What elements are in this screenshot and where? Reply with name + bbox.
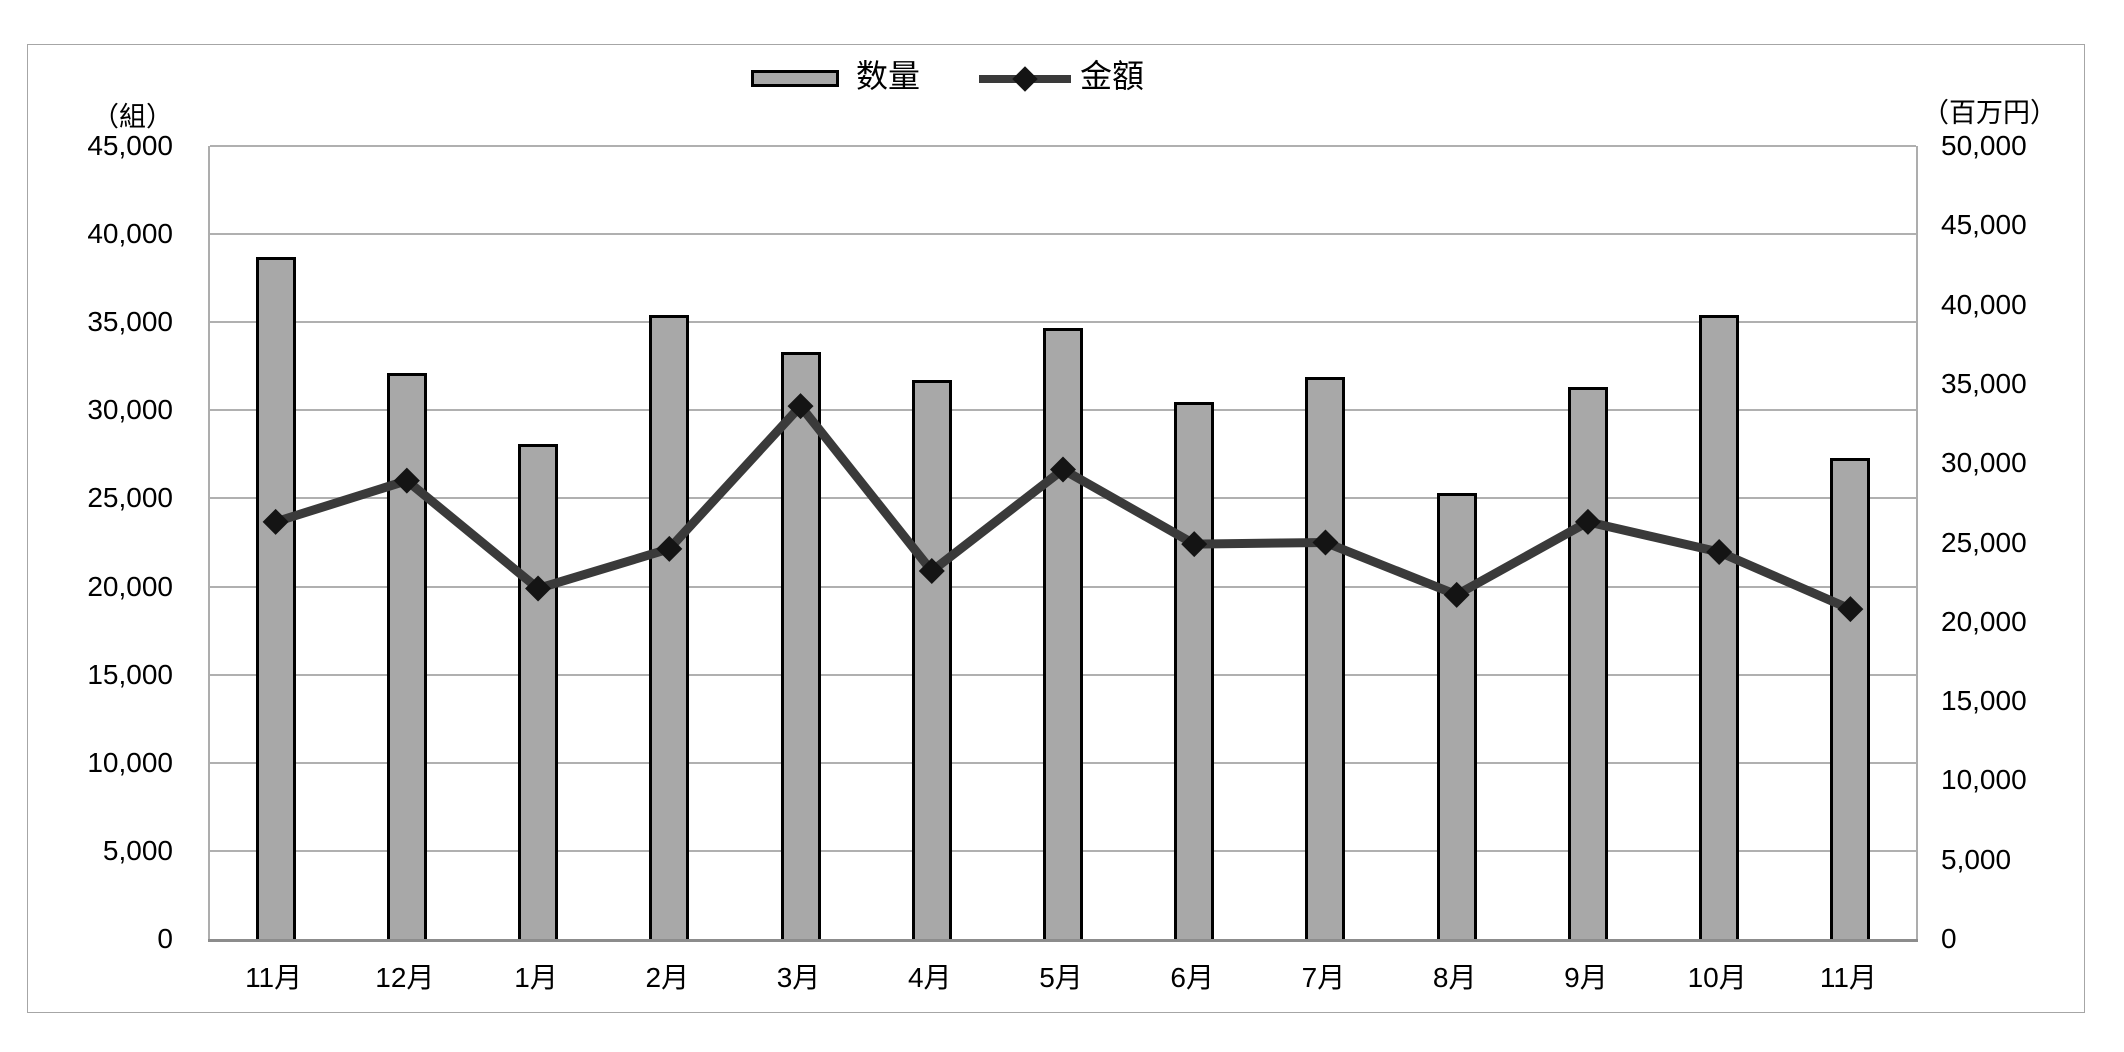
diamond-marker-2月 — [656, 535, 683, 562]
bar-1月 — [518, 443, 559, 939]
x-tick-label-11: 9月 — [1564, 962, 1608, 993]
x-tick-label-6: 4月 — [907, 962, 952, 993]
bar-2月 — [649, 315, 690, 939]
diamond-marker-7月 — [1312, 529, 1339, 556]
bar-10月 — [1699, 315, 1740, 939]
left-tick-label: 5,000 — [102, 834, 173, 866]
x-axis-line — [208, 939, 1918, 942]
amount-line-series — [262, 393, 1864, 623]
diamond-marker-8月 — [1443, 581, 1470, 608]
diamond-marker-3月 — [787, 393, 814, 420]
x-tick-label-1: 11月 — [245, 962, 303, 993]
x-tick-label-5: 3月 — [776, 962, 821, 993]
bar-3月 — [780, 352, 821, 939]
bar-7月 — [1305, 376, 1346, 939]
diamond-marker-12月 — [393, 467, 420, 494]
diamond-marker-10月 — [1706, 539, 1733, 566]
diamond-marker-4月 — [918, 558, 945, 585]
right-tick-label: 40,000 — [1941, 288, 2027, 320]
left-tick-label: 25,000 — [87, 482, 173, 514]
plot-area — [208, 145, 1918, 942]
right-axis-unit-label: （百万円） — [1922, 98, 2057, 128]
bar-9月 — [1567, 387, 1608, 939]
right-tick-label: 25,000 — [1941, 526, 2027, 558]
left-axis-unit-label: （組） — [92, 102, 173, 132]
left-tick-label: 45,000 — [87, 130, 173, 161]
x-tick-label-12: 10月 — [1687, 962, 1747, 993]
right-tick-label: 15,000 — [1941, 685, 2027, 717]
left-tick-label: 30,000 — [87, 394, 173, 426]
bar-12月 — [386, 373, 427, 939]
right-tick-label: 50,000 — [1941, 130, 2027, 161]
right-tick-label: 5,000 — [1941, 843, 2012, 875]
x-tick-label-13: 11月 — [1819, 962, 1877, 993]
gridline — [210, 233, 1916, 236]
left-tick-label: 10,000 — [87, 746, 173, 778]
right-tick-label: 45,000 — [1941, 209, 2027, 241]
gridline — [210, 145, 1916, 147]
diamond-marker-5月 — [1050, 456, 1076, 483]
x-tick-label-10: 8月 — [1432, 962, 1477, 993]
chart-figure: 数量 金額 （組） （百万円） 45,000 40,000 35,000 30,000… — [27, 44, 2085, 1013]
x-tick-label-2: 12月 — [375, 962, 435, 993]
diamond-marker-11月 — [262, 508, 289, 535]
diamond-marker-1月 — [525, 575, 552, 602]
right-tick-label: 35,000 — [1941, 367, 2027, 399]
diamond-marker-6月 — [1181, 531, 1208, 558]
x-tick-label-7: 5月 — [1039, 962, 1083, 993]
legend-label-quantity: 数量 — [856, 58, 921, 94]
left-tick-label: 20,000 — [87, 570, 173, 602]
legend-diamond-icon — [1012, 66, 1038, 92]
diamond-marker-11月 — [1837, 596, 1864, 623]
left-tick-label: 35,000 — [87, 306, 173, 338]
bar-4月 — [911, 380, 952, 939]
bar-11月 — [255, 257, 296, 939]
x-tick-label-3: 1月 — [514, 962, 558, 993]
right-tick-label: 30,000 — [1941, 447, 2027, 479]
bar-5月 — [1043, 327, 1083, 939]
x-tick-label-8: 6月 — [1170, 962, 1214, 993]
right-tick-label: 20,000 — [1941, 605, 2027, 637]
left-tick-label: 40,000 — [87, 218, 173, 250]
x-tick-label-9: 7月 — [1301, 962, 1346, 993]
bar-11月 — [1830, 457, 1871, 939]
left-tick-label: 0 — [157, 923, 173, 954]
bar-6月 — [1174, 401, 1215, 939]
legend-label-amount: 金額 — [1080, 58, 1145, 94]
right-tick-label: 10,000 — [1941, 764, 2027, 796]
line-path — [274, 399, 1853, 614]
legend-line-swatch — [979, 66, 1071, 92]
legend-bar-swatch — [751, 70, 839, 87]
left-tick-label: 15,000 — [87, 658, 173, 690]
gridline — [210, 321, 1916, 324]
bar-8月 — [1436, 493, 1477, 939]
x-tick-label-4: 2月 — [645, 962, 690, 993]
right-tick-label: 0 — [1941, 923, 1957, 954]
